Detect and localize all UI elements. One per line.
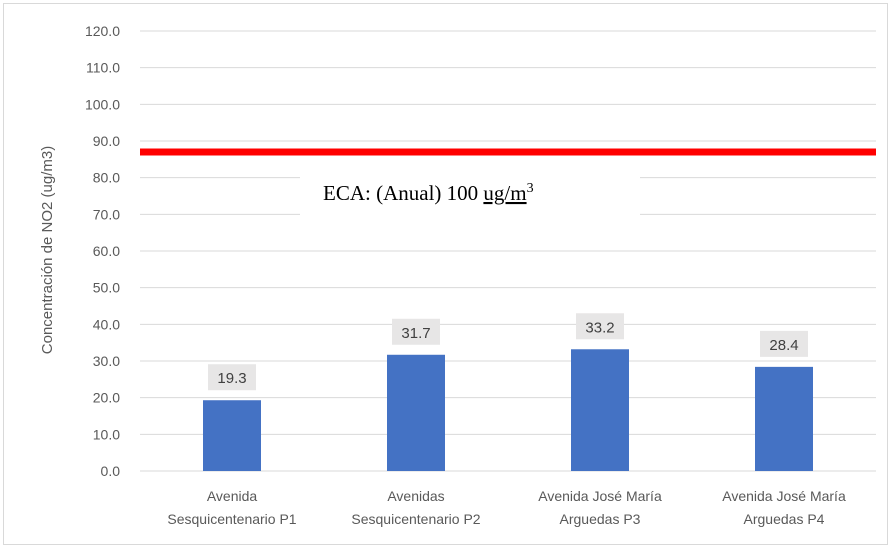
y-tick-label: 120.0 [85,23,120,39]
x-axis-categories: Avenida Sesquicentenario P1 Avenidas Sesqui… [167,488,846,527]
data-label-background [576,313,624,340]
y-tick-label: 90.0 [93,133,120,149]
y-axis-label: Concentración de NO2 (ug/m3) [39,146,56,354]
data-label: 33.2 [585,319,614,336]
bar [571,349,629,471]
x-category-label: Avenida José María [722,488,846,504]
data-label-background [760,330,808,357]
x-category-label: Avenida José María [538,488,662,504]
y-tick-label: 30.0 [93,353,120,369]
x-category-label: Sesquicentenario P2 [351,511,480,527]
x-category-label: Avenida [207,488,258,504]
annotation-superscript: 3 [527,181,534,196]
y-tick-label: 10.0 [93,426,120,442]
annotation-unit: ug/m [483,181,526,205]
y-tick-label: 100.0 [85,96,120,112]
annotation-background [300,176,640,216]
data-label-background [208,364,256,391]
data-labels: 19.3 31.7 33.2 28.4 [208,313,808,391]
data-label: 28.4 [769,337,798,354]
x-category-label: Arguedas P3 [560,511,641,527]
x-category-label: Sesquicentenario P1 [167,511,296,527]
y-tick-label: 110.0 [86,60,120,76]
bar [387,354,445,471]
bars [203,349,813,471]
y-tick-label: 20.0 [93,390,120,406]
y-tick-label: 70.0 [93,206,120,222]
bar [203,400,261,471]
y-tick-label: 50.0 [93,280,120,296]
y-tick-label: 80.0 [93,170,120,186]
y-tick-label: 60.0 [93,243,120,259]
x-category-label: Avenidas [387,488,444,504]
annotation-prefix: ECA: (Anual) 100 [323,181,483,205]
data-label: 31.7 [401,325,430,342]
y-tick-label: 40.0 [93,316,120,332]
data-label-background [392,318,440,345]
eca-annotation: ECA: (Anual) 100 ug/m3 [323,181,534,205]
data-label: 19.3 [217,370,246,387]
chart-frame [3,3,888,545]
x-category-label: Arguedas P4 [744,511,825,527]
y-axis-ticks: 0.0 10.0 20.0 30.0 40.0 50.0 60.0 70.0 80.0 90.0 1… [85,23,120,479]
bar [755,366,813,471]
y-tick-label: 0.0 [101,463,121,479]
